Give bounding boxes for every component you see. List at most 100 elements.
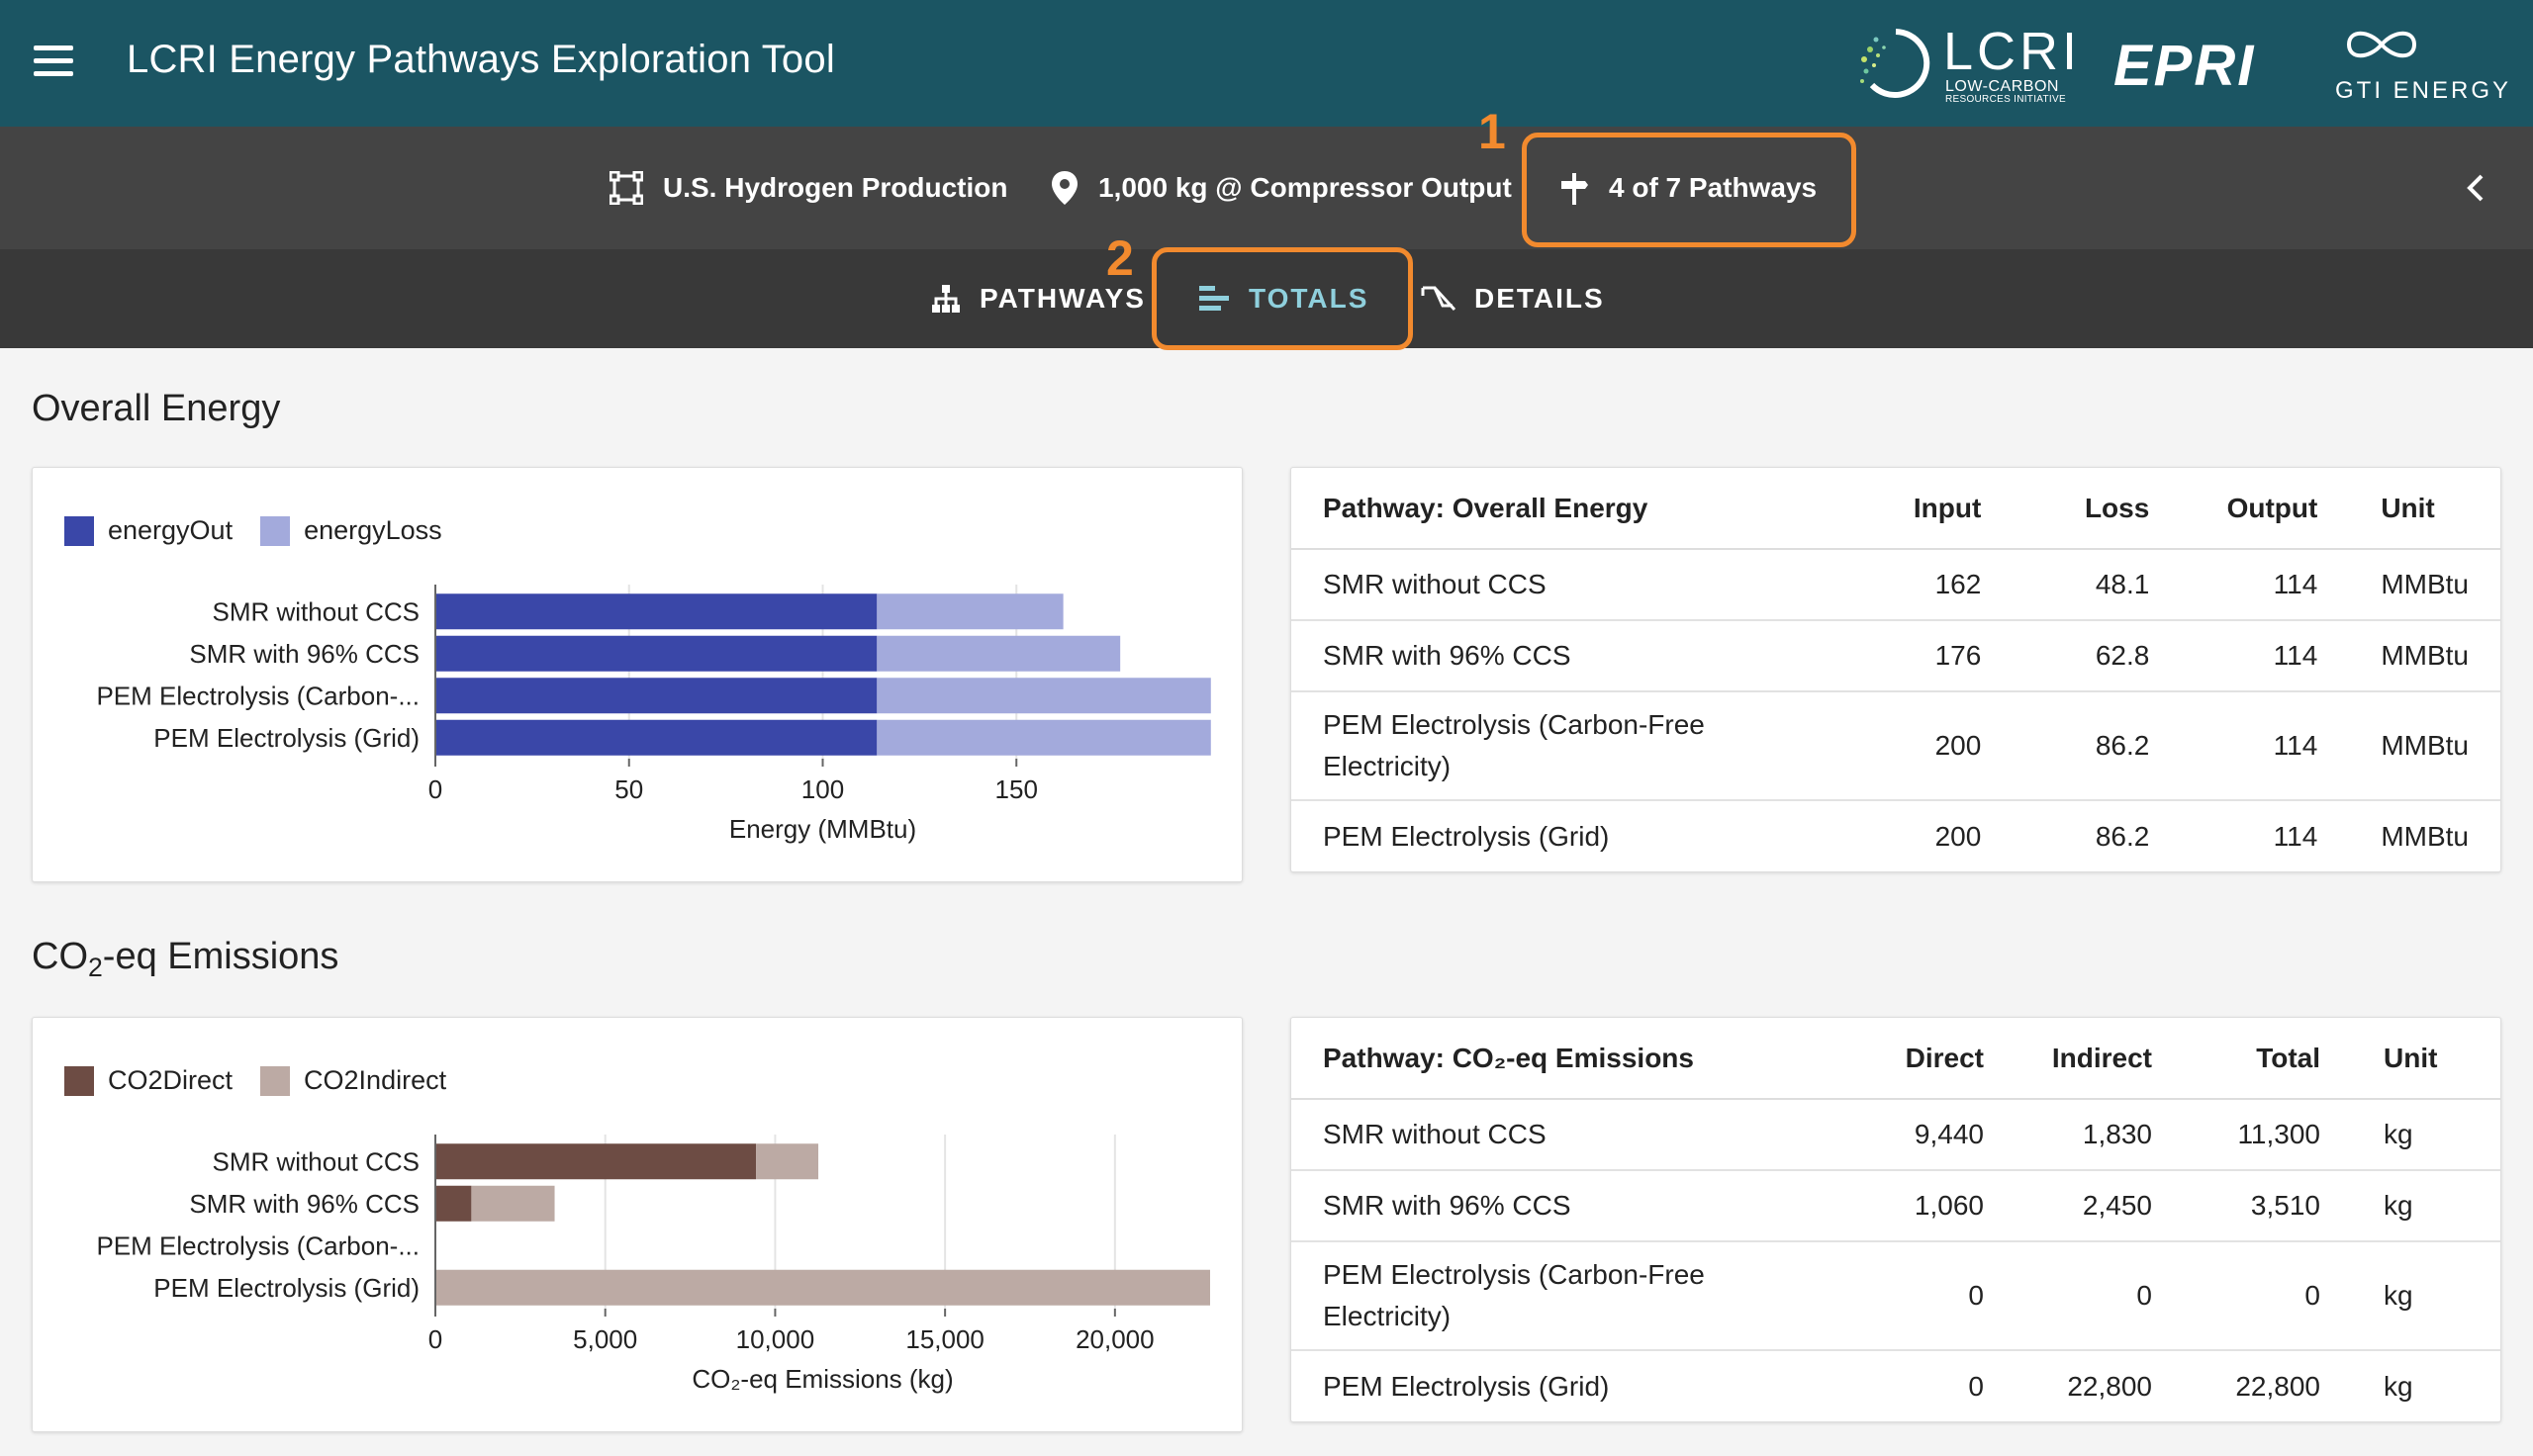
table-cell: 2,450	[2016, 1170, 2184, 1242]
table-cell: 22,800	[2235, 1370, 2320, 1402]
legend-label-energy-loss: energyLoss	[304, 515, 442, 545]
energy-column-header[interactable]: Loss	[2013, 468, 2182, 550]
energy-column-header[interactable]: Unit	[2349, 468, 2500, 550]
energy-column-header[interactable]: Pathway: Overall Energy	[1291, 468, 1845, 550]
energy-legend: energyOut energyLoss	[64, 515, 470, 546]
table-row: SMR with 96% CCS 1,060 2,450 3,510 kg	[1291, 1170, 2500, 1242]
emissions-bar-co2indirect[interactable]	[471, 1185, 555, 1222]
emissions-column-header[interactable]: Total	[2184, 1018, 2352, 1100]
energy-bar-energyloss[interactable]	[877, 719, 1211, 756]
emissions-bar-co2direct[interactable]	[435, 1185, 472, 1222]
table-cell: 0	[1968, 1370, 1984, 1402]
tab-pathways[interactable]: PATHWAYS	[930, 275, 1146, 322]
table-cell: 162	[1844, 549, 2014, 621]
basis-selector[interactable]: 1,000 kg @ Compressor Output	[1051, 166, 1512, 210]
energy-bar-chart: SMR without CCS SMR with 96% CCS PEM Elect…	[96, 585, 1211, 844]
energy-bar-energyloss[interactable]	[877, 635, 1121, 672]
emissions-header-row: Pathway: CO₂-eq Emissions Direct Indirect T…	[1291, 1018, 2500, 1100]
legend-co2-direct[interactable]: CO2Direct	[64, 1065, 233, 1096]
tab-details[interactable]: DETAILS	[1421, 275, 1605, 322]
energy-table-card: Pathway: Overall Energy Input Loss Output Un…	[1290, 467, 2501, 872]
tab-totals[interactable]: TOTALS	[1197, 275, 1368, 322]
table-row: SMR with 96% CCS 176 62.8 114 MMBtu	[1291, 620, 2500, 692]
table-cell: 3,510	[2184, 1170, 2352, 1242]
table-cell: MMBtu	[2381, 820, 2469, 852]
chevron-left-icon[interactable]	[2462, 170, 2489, 206]
epri-logo: EPRI	[2113, 34, 2256, 98]
legend-swatch-energy-loss	[260, 515, 291, 546]
legend-energy-out[interactable]: energyOut	[64, 515, 233, 546]
emissions-title-sub: 2	[88, 952, 103, 982]
signpost-icon	[1561, 173, 1588, 205]
emissions-column-header[interactable]: Indirect	[2016, 1018, 2184, 1100]
emissions-tick-label: 5,000	[573, 1324, 637, 1354]
table-cell-pathway: PEM Electrolysis (Carbon-Free Electricit…	[1291, 691, 1845, 801]
emissions-column-header[interactable]: Direct	[1847, 1018, 2016, 1100]
menu-icon[interactable]	[34, 46, 75, 81]
emissions-table: Pathway: CO₂-eq Emissions Direct Indirect T…	[1291, 1018, 2500, 1421]
emissions-bar-co2indirect[interactable]	[756, 1143, 819, 1180]
energy-x-axis-label: Energy (MMBtu)	[729, 814, 916, 844]
emissions-column-header[interactable]: Pathway: CO₂-eq Emissions	[1291, 1018, 1847, 1100]
annotation-number-2: 2	[1106, 230, 1134, 286]
legend-energy-loss[interactable]: energyLoss	[260, 515, 442, 546]
table-row: SMR without CCS 162 48.1 114 MMBtu	[1291, 549, 2500, 621]
legend-co2-indirect[interactable]: CO2Indirect	[260, 1065, 446, 1096]
flow-detail-icon	[1421, 286, 1456, 312]
table-cell: MMBtu	[2349, 549, 2500, 621]
energy-bar-energyout[interactable]	[435, 678, 878, 714]
pathways-selector[interactable]: 4 of 7 Pathways	[1559, 166, 1817, 210]
emissions-category-label: PEM Electrolysis (Grid)	[153, 1273, 420, 1303]
table-cell: 200	[1844, 691, 2014, 801]
table-cell: 0	[1847, 1241, 2016, 1351]
gti-logo-text: GTI ENERGY	[2335, 77, 2512, 104]
table-cell: kg	[2352, 1099, 2500, 1171]
app-title: LCRI Energy Pathways Exploration Tool	[127, 38, 835, 81]
lcri-ring-icon	[1860, 29, 1930, 98]
pathways-label: 4 of 7 Pathways	[1609, 172, 1818, 203]
table-cell: 114	[2181, 549, 2350, 621]
table-cell-pathway: PEM Electrolysis (Carbon-Free Electricit…	[1291, 1241, 1847, 1351]
context-bar: U.S. Hydrogen Production 1,000 kg @ Comp…	[0, 127, 2533, 249]
highlight-box-totals	[1152, 247, 1413, 350]
table-cell: 200	[1934, 820, 1982, 852]
energy-category-label: PEM Electrolysis (Carbon-...	[96, 681, 420, 710]
gti-infinity-icon	[2346, 31, 2417, 58]
energy-section-title: Overall Energy	[32, 388, 281, 429]
energy-bar-energyloss[interactable]	[877, 678, 1211, 714]
energy-chart-card: energyOut energyLoss SMR without CCS SMR …	[32, 467, 1243, 882]
energy-bar-energyout[interactable]	[435, 635, 878, 672]
legend-swatch-co2-direct	[64, 1065, 94, 1096]
emissions-title-pre: CO	[32, 936, 88, 977]
table-cell: 86.2	[2013, 691, 2182, 801]
energy-column-header[interactable]: Input	[1844, 468, 2014, 550]
energy-category-label: SMR without CCS	[213, 596, 421, 626]
table-cell-pathway: PEM Electrolysis (Grid)	[1323, 1370, 1610, 1402]
energy-bar-energyloss[interactable]	[877, 593, 1064, 630]
legend-swatch-energy-out	[64, 515, 94, 546]
table-cell: 1,830	[2016, 1099, 2184, 1171]
table-cell: kg	[2384, 1370, 2413, 1402]
table-cell: 48.1	[2013, 549, 2182, 621]
energy-table: Pathway: Overall Energy Input Loss Output Un…	[1291, 468, 2500, 871]
emissions-bar-co2indirect[interactable]	[435, 1269, 1210, 1306]
tab-totals-label: TOTALS	[1249, 283, 1369, 314]
emissions-tick-label: 0	[428, 1324, 442, 1354]
energy-bar-energyout[interactable]	[435, 719, 878, 756]
energy-column-header[interactable]: Output	[2181, 468, 2350, 550]
energy-tick-label: 150	[995, 774, 1038, 804]
location-pin-icon	[1052, 171, 1078, 205]
emissions-bar-co2direct[interactable]	[435, 1143, 757, 1180]
emissions-tick-label: 20,000	[1076, 1324, 1155, 1354]
emissions-category-label: SMR without CCS	[213, 1146, 421, 1176]
emissions-category-label: PEM Electrolysis (Carbon-...	[96, 1230, 420, 1260]
emissions-column-header[interactable]: Unit	[2352, 1018, 2500, 1100]
table-row: PEM Electrolysis (Carbon-Free Electricit…	[1291, 691, 2500, 801]
legend-label-co2-indirect: CO2Indirect	[304, 1065, 447, 1095]
energy-tick-label: 100	[801, 774, 844, 804]
table-cell: 11,300	[2184, 1099, 2352, 1171]
table-row: PEM Electrolysis (Grid) 200 86.2 114 MMBtu	[1291, 800, 2500, 871]
emissions-x-axis-label: CO₂-eq Emissions (kg)	[692, 1364, 953, 1394]
energy-bar-energyout[interactable]	[435, 593, 878, 630]
scope-selector[interactable]: U.S. Hydrogen Production	[610, 166, 1007, 210]
